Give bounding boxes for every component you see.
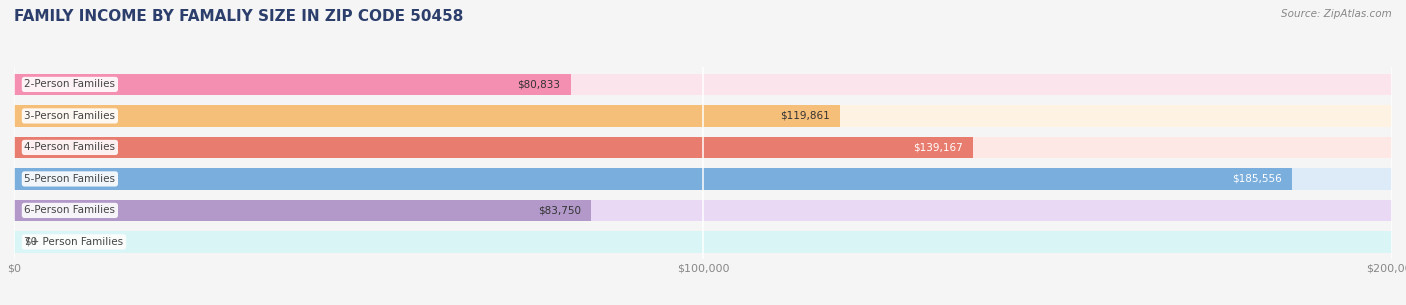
Bar <box>14 74 1392 95</box>
Text: 4-Person Families: 4-Person Families <box>24 142 115 152</box>
Text: $80,833: $80,833 <box>517 79 561 89</box>
Bar <box>14 168 1392 190</box>
Text: FAMILY INCOME BY FAMALIY SIZE IN ZIP CODE 50458: FAMILY INCOME BY FAMALIY SIZE IN ZIP COD… <box>14 9 464 24</box>
Bar <box>14 137 1392 158</box>
Text: $185,556: $185,556 <box>1232 174 1282 184</box>
Bar <box>14 168 1292 190</box>
Bar <box>14 200 591 221</box>
Text: Source: ZipAtlas.com: Source: ZipAtlas.com <box>1281 9 1392 19</box>
Text: 2-Person Families: 2-Person Families <box>24 79 115 89</box>
Bar <box>14 200 1392 221</box>
Bar <box>14 137 973 158</box>
Text: $119,861: $119,861 <box>780 111 830 121</box>
Bar <box>14 105 839 127</box>
Bar <box>14 231 1392 253</box>
Bar <box>14 74 571 95</box>
Text: 3-Person Families: 3-Person Families <box>24 111 115 121</box>
Bar <box>14 105 1392 127</box>
Text: 5-Person Families: 5-Person Families <box>24 174 115 184</box>
Text: $0: $0 <box>24 237 38 247</box>
Text: $139,167: $139,167 <box>912 142 963 152</box>
Text: 7+ Person Families: 7+ Person Families <box>24 237 124 247</box>
Text: $83,750: $83,750 <box>537 206 581 215</box>
Text: 6-Person Families: 6-Person Families <box>24 206 115 215</box>
